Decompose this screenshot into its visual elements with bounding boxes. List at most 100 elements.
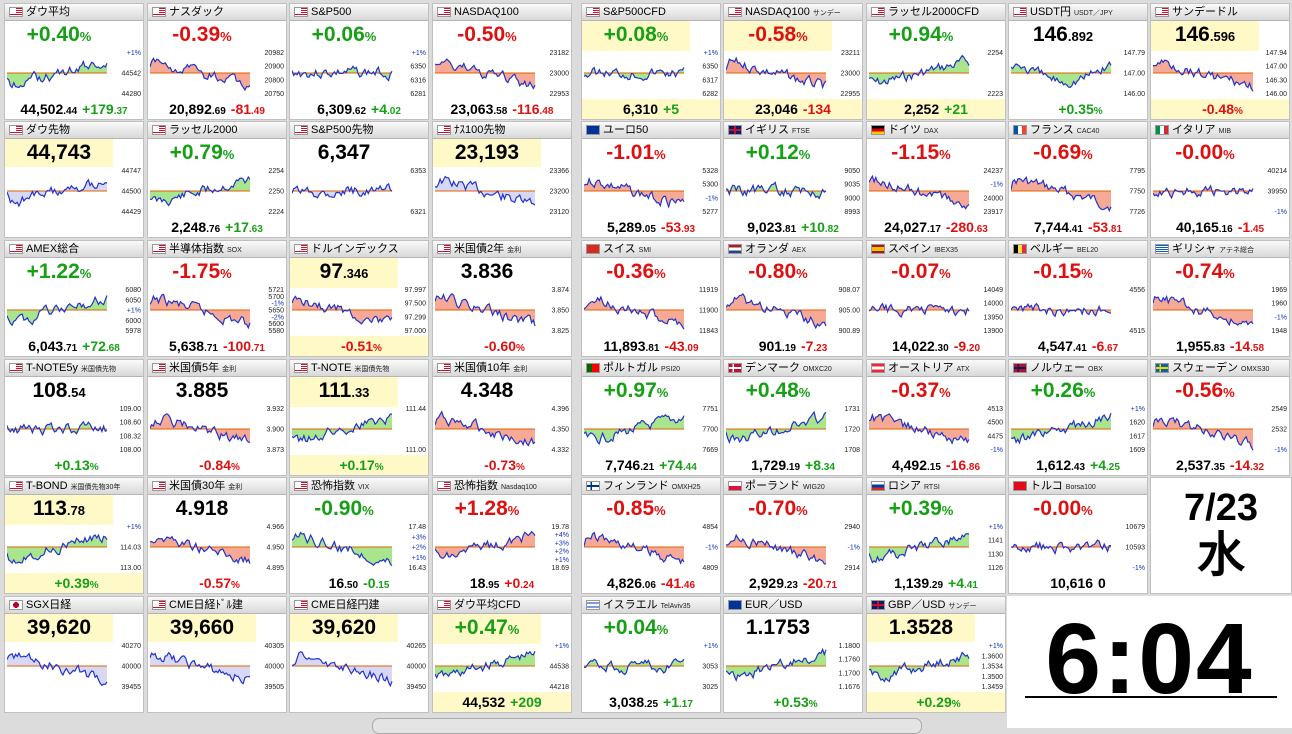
market-tile[interactable]: ラッセル2000CFD +0.94% 2254 2223 2,252 +21: [866, 3, 1006, 120]
sparkline-line: [1153, 294, 1254, 327]
market-tile[interactable]: ギリシャ アテネ総合 -0.74% 1969 1960 -1% 1948 1,955.83 -1…: [1150, 240, 1290, 357]
sparkline-scale-label: 97.299: [405, 314, 427, 321]
market-tile[interactable]: ラッセル2000 +0.79% 2254 2250 2224 2,248.76 +17.63: [147, 121, 287, 238]
tile-title: スウェーデン: [1172, 362, 1238, 374]
price-change-decimal: .37: [113, 106, 128, 117]
tile-subtitle: BEL20: [1077, 247, 1099, 254]
market-tile[interactable]: ロシア RTSI +0.39% +1% 1141 1130 1126 1,139.29 +4.4…: [866, 477, 1006, 594]
market-tile[interactable]: 米国債30年 金利 4.918 4.966 4.950 4.895 -0.57%: [147, 477, 287, 594]
sparkline-fill: [1153, 185, 1253, 198]
sparkline-fill: [1153, 417, 1253, 451]
market-tile[interactable]: 恐怖指数 VIX -0.90% 17.48 +3% +2% +1% 16.43 16.50 -0.…: [289, 477, 429, 594]
price-value: 23,046: [755, 101, 798, 117]
price-change: -53: [1087, 219, 1109, 235]
price-change: +17: [225, 219, 249, 235]
market-tile[interactable]: ユーロ50 -1.01% 5328 5300 -1% 5277 5,289.05 -53.93: [581, 121, 721, 238]
market-tile[interactable]: 米国債5年 金利 3.885 3.932 3.900 3.873 -0.84%: [147, 359, 287, 476]
market-tile[interactable]: EUR／USD 1.1753 1.1800 1.1760 1.1700 1.1676 +0.…: [723, 596, 863, 713]
market-tile[interactable]: ドイツ DAX -1.15% 24237 -1% 24000 23917 24,027.17-…: [866, 121, 1006, 238]
market-tile[interactable]: ベルギー BEL20 -0.15% 4556 4515 4,547.41 -6.67: [1008, 240, 1148, 357]
market-tile[interactable]: NASDAQ100 -0.50% 23182 23000 22953 23,063.58-…: [432, 3, 572, 120]
market-tile[interactable]: ダウ平均CFD +0.47% +1% 44538 44218 44,532 +209: [432, 596, 572, 713]
market-tile[interactable]: 米国債10年 金利 4.348 4.396 4.350 4.332 -0.73%: [432, 359, 572, 476]
sparkline-scale-label: 4.950: [266, 545, 284, 552]
market-tile[interactable]: イタリア MIB -0.00% 40214 39950 -1% 40,165.16 -1.45: [1150, 121, 1290, 238]
market-tile[interactable]: スイス SMI -0.36% 11919 11900 11843 11,893.81 -43.…: [581, 240, 721, 357]
market-tile[interactable]: ダウ平均 +0.40% +1% 44542 44280 44,502.44 +179.37: [4, 3, 144, 120]
market-tile[interactable]: オランダ AEX -0.80% 908.07 905.00 900.89 901.19 -7.…: [723, 240, 863, 357]
tile-main-value: -1.75%: [148, 258, 256, 288]
market-tile[interactable]: ポーランド WIG20 -0.70% 2940 -1% 2914 2,929.23 -20.7…: [723, 477, 863, 594]
tile-header: S&P500: [290, 4, 428, 21]
price-change-decimal: .71: [823, 580, 838, 591]
market-tile[interactable]: T-NOTE 米国債先物 111.33 111.44 111.00 +0.17%: [289, 359, 429, 476]
price-change: -0.48: [1202, 101, 1234, 117]
tile-main-value: 113.78: [5, 495, 113, 525]
flag-icon: [294, 125, 308, 135]
market-tile[interactable]: ﾅｽ100先物 23,193 23366 23200 23120: [432, 121, 572, 238]
market-tile[interactable]: 恐怖指数 Nasdaq100 +1.28% 19.78 +4% +3% +2% +1% 18.6…: [432, 477, 572, 594]
sparkline-scale-label: 1720: [844, 427, 860, 434]
sparkline-chart: 147.79 147.00 146.00: [1011, 50, 1145, 98]
market-tile[interactable]: スペイン IBEX35 -0.07% 14049 14000 13950 13900 14,0…: [866, 240, 1006, 357]
market-tile[interactable]: サンデードル 146.596 147.94 147.00 146.30 146.00 -0.…: [1150, 3, 1290, 120]
price-value: 7,746: [605, 457, 641, 473]
market-tile[interactable]: オーストリア ATX -0.37% 4513 4500 4475 -1% 4,492.15 -1…: [866, 359, 1006, 476]
market-tile[interactable]: フランス CAC40 -0.69% 7795 7750 7726 7,744.41 -53.8…: [1008, 121, 1148, 238]
sparkline-line: [1153, 417, 1254, 451]
price-change-decimal: .25: [1106, 462, 1120, 473]
market-tile[interactable]: トルコ Borsa100 -0.00% 10679 10593 -1% 10,616 0: [1008, 477, 1148, 594]
market-tile[interactable]: 米国債2年 金利 3.836 3.874 3.850 3.825 -0.60%: [432, 240, 572, 357]
sparkline-fill: [150, 652, 250, 684]
main-value-unit: %: [939, 266, 951, 281]
market-tile[interactable]: T-NOTE5y 米国債先物 108.54 109.00 108.60 108.32 108…: [4, 359, 144, 476]
market-tile[interactable]: フィンランド OMXH25 -0.85% 4854 -1% 4809 4,826.06 -41…: [581, 477, 721, 594]
market-tile[interactable]: イギリス FTSE +0.12% 9050 9035 9000 8993 9,023.81 +1…: [723, 121, 863, 238]
market-tile[interactable]: イスラエル TelAviv35 +0.04% +1% 3053 3025 3,038.25 +…: [581, 596, 721, 713]
flag-icon: [9, 600, 23, 610]
market-tile[interactable]: S&P500CFD +0.08% +1% 6350 6317 6282 6,310 +5: [581, 3, 721, 120]
sparkline-chart: 2254 2223: [869, 50, 1003, 98]
price-change: +0.39: [54, 575, 90, 591]
market-tile[interactable]: CME日経円建 39,620 40265 40000 39450: [289, 596, 429, 713]
sparkline-scale-label: 7700: [702, 427, 718, 434]
tile-title: スペイン: [888, 243, 932, 255]
price-change: -43: [664, 338, 685, 354]
sparkline-scale-label: 1141: [988, 538, 1003, 545]
tile-footer: 10,616 0: [1009, 573, 1147, 593]
market-tile[interactable]: T-BOND 米国債先物30年 113.78 +1% 114.03 113.00 +0.39…: [4, 477, 144, 594]
sparkline-scale-label: 6321: [410, 209, 426, 216]
bottom-scrollbar[interactable]: [372, 718, 922, 734]
sparkline-scale-label: -1%: [848, 545, 860, 552]
tile-footer: 44,532 +209: [433, 692, 571, 712]
tile-footer: 14,022.30 -9.20: [867, 336, 1005, 356]
market-tile[interactable]: スウェーデン OMXS30 -0.56% 2549 2532 -1% 2,537.35 -14…: [1150, 359, 1290, 476]
market-tile[interactable]: NASDAQ100 サンデー -0.58% 23211 23000 22955 23,046…: [723, 3, 863, 120]
market-tile[interactable]: ダウ先物 44,743 44747 44500 44429: [4, 121, 144, 238]
tile-header: ナスダック: [148, 4, 286, 21]
market-tile[interactable]: デンマーク OMXC20 +0.48% 1731 1720 1708 1,729.19 +8.…: [723, 359, 863, 476]
market-tile[interactable]: S&P500先物 6,347 6353 6321: [289, 121, 429, 238]
tile-title: デンマーク: [745, 362, 800, 374]
price-change-decimal: .34: [821, 462, 835, 473]
sparkline-scale-label: 4515: [1129, 328, 1145, 335]
market-tile[interactable]: ポルトガル PSI20 +0.97% 7751 7700 7669 7,746.21 +74.…: [581, 359, 721, 476]
market-tile[interactable]: S&P500 +0.06% +1% 6350 6316 6281 6,309.62 +4.02: [289, 3, 429, 120]
market-tile[interactable]: ナスダック -0.39% 20982 20900 20800 20750 20,892.69…: [147, 3, 287, 120]
main-value-text: 4.918: [175, 497, 229, 520]
market-tile[interactable]: SGX日経 39,620 40270 40000 39455: [4, 596, 144, 713]
market-tile[interactable]: ドルインデックス 97.346 97.997 97.500 97.299 97.000 -0…: [289, 240, 429, 357]
tile-main-value: 4.918: [148, 495, 256, 523]
tile-subtitle: 金利: [228, 484, 243, 491]
market-tile[interactable]: USDT円 USDT／JPY 146.892 147.79 147.00 146.00 +0…: [1008, 3, 1148, 120]
market-tile[interactable]: CME日経ﾄﾞﾙ建 39,660 40305 40000 39505: [147, 596, 287, 713]
market-tile[interactable]: 半導体指数 SOX -1.75% 5721 5700 -1% 5650 -2% 5600 5580…: [147, 240, 287, 357]
tile-footer: 1,955.83 -14.58: [1151, 336, 1289, 356]
tile-main-value: +0.12%: [724, 139, 832, 169]
sparkline-scale-label: 23211: [841, 50, 860, 57]
tile-main-value: 4.348: [433, 377, 541, 405]
market-tile[interactable]: ノルウェー OBX +0.26% +1% 1620 1617 1609 1,612.43 +4.…: [1008, 359, 1148, 476]
sparkline-line: [292, 413, 393, 443]
market-tile[interactable]: GBP／USD サンデー 1.3528 +1% 1.3600 1.3534 1.3500 1.…: [866, 596, 1006, 713]
market-tile[interactable]: AMEX総合 +1.22% 6080 6050 +1% 6000 5978 6,043.71 +…: [4, 240, 144, 357]
